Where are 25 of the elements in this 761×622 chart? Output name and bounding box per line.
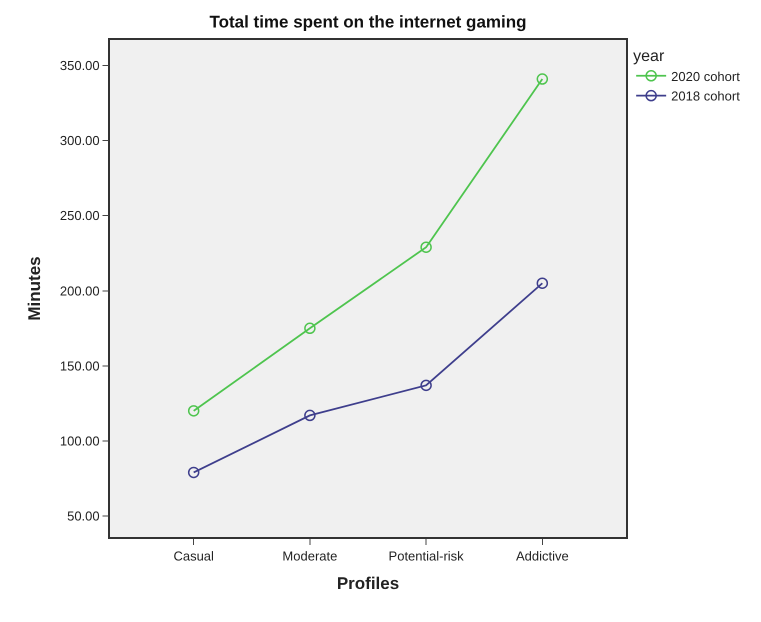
chart-title: Total time spent on the internet gaming <box>209 12 527 32</box>
x-axis-title: Profiles <box>336 574 400 594</box>
point <box>420 241 432 253</box>
y-tick-label: 200.00 <box>60 283 100 298</box>
point <box>304 322 316 334</box>
point <box>536 73 548 85</box>
point <box>536 277 548 289</box>
point <box>420 380 432 392</box>
y-tick-label: 100.00 <box>60 433 100 448</box>
legend-title: year <box>633 48 665 65</box>
y-tick-label: 50.00 <box>67 508 100 524</box>
y-tick-label: 350.00 <box>60 58 100 74</box>
y-tick-label: 250.00 <box>60 208 100 224</box>
y-axis-title: Minutes <box>24 256 44 321</box>
y-tick-label: 300.00 <box>60 133 100 148</box>
point <box>188 405 200 417</box>
point <box>304 410 316 422</box>
x-tick-label: Addictive <box>516 548 569 564</box>
x-tick-label: Potential-risk <box>388 548 464 564</box>
legend-label: 2018 cohort <box>671 88 740 104</box>
legend-label: 2020 cohort <box>671 68 740 84</box>
point <box>188 466 200 478</box>
y-tick-label: 150.00 <box>60 358 100 374</box>
x-tick-label: Moderate <box>282 548 338 564</box>
x-tick-label: Casual <box>173 548 214 564</box>
